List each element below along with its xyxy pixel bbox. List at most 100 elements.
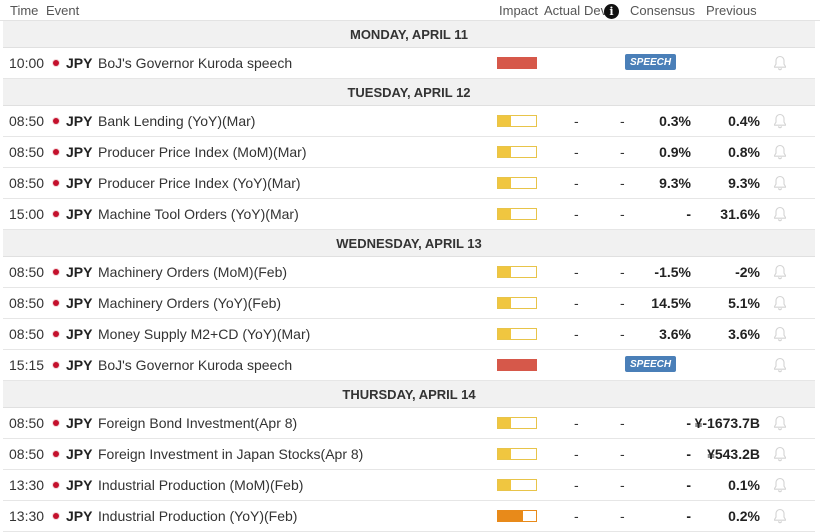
day-header: MONDAY, APRIL 11 — [3, 21, 815, 48]
header-time[interactable]: Time — [10, 3, 39, 18]
impact-fill — [498, 449, 511, 459]
event-name[interactable]: Machinery Orders (MoM)(Feb) — [98, 264, 288, 280]
impact-fill — [498, 209, 511, 219]
previous-value: ¥-1673.7B — [694, 415, 760, 431]
bell-icon[interactable] — [773, 415, 787, 431]
deviation-value: - — [620, 477, 625, 493]
previous-value: 3.6% — [728, 326, 760, 342]
deviation-value: - — [620, 175, 625, 191]
event-name[interactable]: Foreign Investment in Japan Stocks(Apr 8… — [98, 446, 364, 462]
event-name[interactable]: Industrial Production (MoM)(Feb) — [98, 477, 304, 493]
japan-flag-icon — [53, 482, 59, 488]
bell-icon[interactable] — [773, 55, 787, 71]
impact-fill — [498, 418, 511, 428]
previous-value: -2% — [735, 264, 760, 280]
impact-bar — [497, 510, 537, 522]
table-row[interactable]: 10:00 JPY BoJ's Governor Kuroda speech SPEE… — [3, 48, 815, 79]
deviation-value: - — [620, 144, 625, 160]
event-name[interactable]: Money Supply M2+CD (YoY)(Mar) — [98, 326, 311, 342]
impact-fill — [498, 147, 511, 157]
impact-fill — [498, 58, 536, 68]
bell-icon[interactable] — [773, 295, 787, 311]
table-row[interactable]: 15:00 JPY Machine Tool Orders (YoY)(Mar) - -… — [3, 199, 815, 230]
bell-icon[interactable] — [773, 477, 787, 493]
impact-bar — [497, 177, 537, 189]
event-currency: JPY — [66, 446, 93, 462]
deviation-value: - — [620, 415, 625, 431]
table-row[interactable]: 13:30 JPY Industrial Production (YoY)(Feb)… — [3, 501, 815, 532]
bell-icon[interactable] — [773, 144, 787, 160]
previous-value: 0.8% — [728, 144, 760, 160]
table-row[interactable]: 08:50 JPY Foreign Investment in Japan Stoc… — [3, 439, 815, 470]
impact-fill — [498, 116, 511, 126]
deviation-value: - — [620, 295, 625, 311]
event-time: 08:50 — [9, 326, 45, 342]
consensus-value: - — [686, 415, 691, 431]
impact-bar — [497, 266, 537, 278]
event-name[interactable]: Industrial Production (YoY)(Feb) — [98, 508, 298, 524]
actual-value: - — [574, 264, 579, 280]
header-actual[interactable]: Actual — [544, 3, 581, 18]
speech-badge: SPEECH — [625, 356, 677, 372]
actual-value: - — [574, 477, 579, 493]
header-event[interactable]: Event — [46, 3, 80, 18]
impact-bar — [497, 359, 537, 371]
header-consensus[interactable]: Consensus — [630, 3, 696, 18]
impact-bar — [497, 146, 537, 158]
table-row[interactable]: 08:50 JPY Money Supply M2+CD (YoY)(Mar) - - 3… — [3, 319, 815, 350]
event-currency: JPY — [66, 206, 93, 222]
header-impact[interactable]: Impact — [499, 3, 539, 18]
table-row[interactable]: 08:50 JPY Producer Price Index (YoY)(Mar) -… — [3, 168, 815, 199]
bell-icon[interactable] — [773, 357, 787, 373]
event-name[interactable]: Machinery Orders (YoY)(Feb) — [98, 295, 282, 311]
event-currency: JPY — [66, 477, 93, 493]
event-name[interactable]: Machine Tool Orders (YoY)(Mar) — [98, 206, 299, 222]
japan-flag-icon — [53, 451, 59, 457]
previous-value: 9.3% — [728, 175, 760, 191]
previous-value: 0.2% — [728, 508, 760, 524]
bell-icon[interactable] — [773, 326, 787, 342]
event-time: 08:50 — [9, 144, 45, 160]
table-row[interactable]: 08:50 JPY Machinery Orders (YoY)(Feb) - - 14.… — [3, 288, 815, 319]
day-header: TUESDAY, APRIL 12 — [3, 79, 815, 106]
event-name[interactable]: BoJ's Governor Kuroda speech — [98, 357, 293, 373]
table-row[interactable]: 08:50 JPY Bank Lending (YoY)(Mar) - - 0.3% 0.4… — [3, 106, 815, 137]
event-time: 13:30 — [9, 508, 45, 524]
impact-fill — [498, 298, 511, 308]
event-currency: JPY — [66, 415, 93, 431]
event-time: 15:00 — [9, 206, 45, 222]
bell-icon[interactable] — [773, 175, 787, 191]
event-name[interactable]: Producer Price Index (MoM)(Mar) — [98, 144, 307, 160]
event-name[interactable]: Foreign Bond Investment(Apr 8) — [98, 415, 298, 431]
table-row[interactable]: 08:50 JPY Foreign Bond Investment(Apr 8) - -… — [3, 408, 815, 439]
consensus-value: - — [686, 477, 691, 493]
table-row[interactable]: 08:50 JPY Producer Price Index (MoM)(Mar) -… — [3, 137, 815, 168]
table-row[interactable]: 08:50 JPY Machinery Orders (MoM)(Feb) - - -1.… — [3, 257, 815, 288]
bell-icon[interactable] — [773, 206, 787, 222]
day-header: WEDNESDAY, APRIL 13 — [3, 230, 815, 257]
japan-flag-icon — [53, 180, 59, 186]
impact-fill — [498, 360, 536, 370]
header-dev[interactable]: Dev — [584, 3, 608, 18]
impact-bar — [497, 115, 537, 127]
header-previous[interactable]: Previous — [706, 3, 757, 18]
consensus-value: 14.5% — [651, 295, 691, 311]
event-name[interactable]: Producer Price Index (YoY)(Mar) — [98, 175, 301, 191]
japan-flag-icon — [53, 300, 59, 306]
table-row[interactable]: 13:30 JPY Industrial Production (MoM)(Feb)… — [3, 470, 815, 501]
bell-icon[interactable] — [773, 446, 787, 462]
bell-icon[interactable] — [773, 113, 787, 129]
event-name[interactable]: Bank Lending (YoY)(Mar) — [98, 113, 256, 129]
info-glyph: i — [604, 4, 619, 19]
previous-value: 31.6% — [720, 206, 760, 222]
impact-fill — [498, 178, 511, 188]
consensus-value: - — [686, 508, 691, 524]
event-name[interactable]: BoJ's Governor Kuroda speech — [98, 55, 293, 71]
japan-flag-icon — [53, 269, 59, 275]
deviation-value: - — [620, 206, 625, 222]
previous-value: 0.4% — [728, 113, 760, 129]
table-row[interactable]: 15:15 JPY BoJ's Governor Kuroda speech SPEE… — [3, 350, 815, 381]
bell-icon[interactable] — [773, 264, 787, 280]
day-header: THURSDAY, APRIL 14 — [3, 381, 815, 408]
event-currency: JPY — [66, 357, 93, 373]
